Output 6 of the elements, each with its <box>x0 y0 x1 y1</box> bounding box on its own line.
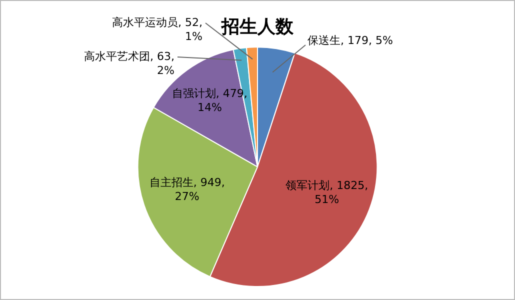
slice-label: 高水平艺术团, 63, 2% <box>84 50 174 77</box>
chart-title: 招生人数 <box>220 16 294 38</box>
slice-label: 自主招生, 949, 27% <box>149 176 225 204</box>
slice-label: 领军计划, 1825, 51% <box>286 178 368 206</box>
slice-label: 高水平运动员, 52, 1% <box>112 16 202 43</box>
slice-label: 保送生, 179, 5% <box>308 34 393 47</box>
